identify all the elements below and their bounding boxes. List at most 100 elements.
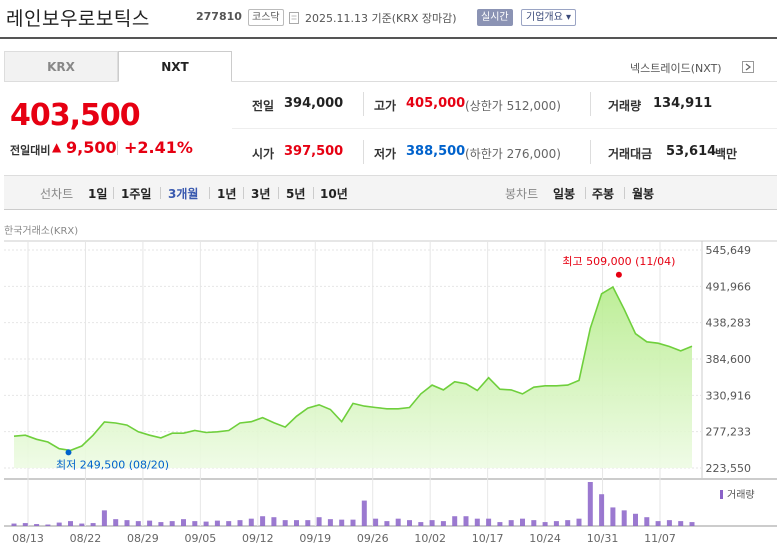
volume-bar [90, 523, 96, 526]
volume-bar [316, 517, 322, 526]
prev-close-label: 전일 [252, 99, 275, 113]
volume-bar [361, 500, 367, 526]
volume-bar [531, 520, 537, 526]
volume-bar [486, 518, 492, 526]
volume-label: 거래량 [608, 99, 642, 113]
period-divider [585, 187, 586, 199]
volume-bar [226, 521, 232, 526]
volume-bar [655, 521, 661, 526]
candle-daily[interactable]: 일봉 [553, 187, 576, 201]
x-tick-label: 09/19 [299, 532, 331, 545]
y-tick-label: 223,550 [706, 462, 752, 475]
x-tick-label: 11/07 [644, 532, 676, 545]
volume-bar [22, 523, 28, 526]
volume-bar [214, 520, 220, 526]
volume-bar [587, 482, 593, 526]
candle-weekly[interactable]: 주봉 [592, 187, 615, 201]
y-tick-label: 491,966 [706, 280, 752, 293]
stock-code: 277810 [196, 10, 242, 23]
period-10y[interactable]: 10년 [320, 187, 348, 201]
volume-bar [565, 520, 571, 526]
x-tick-label: 08/22 [70, 532, 102, 545]
candle-monthly[interactable]: 월봉 [632, 187, 655, 201]
volume-bar [101, 510, 107, 526]
volume-bar [373, 518, 379, 526]
y-tick-label: 330,916 [706, 389, 752, 402]
volume-bar [147, 520, 153, 526]
volume-bar [497, 522, 503, 526]
volume-bar [181, 519, 186, 526]
price-area [14, 287, 692, 468]
tab-krx[interactable]: KRX [4, 51, 118, 82]
company-overview-dropdown[interactable]: 기업개요 ▾ [521, 9, 576, 26]
lower-limit: (하한가 276,000) [465, 147, 561, 161]
volume-bar [305, 520, 311, 526]
upper-limit: (상한가 512,000) [465, 99, 561, 113]
volume-bar [463, 516, 469, 526]
period-divider [278, 187, 279, 199]
period-divider [113, 187, 114, 199]
nxt-link[interactable]: 넥스트레이드(NXT) [630, 62, 722, 75]
period-divider [624, 187, 625, 199]
period-1y[interactable]: 1년 [217, 187, 237, 201]
max-marker [615, 271, 622, 278]
price-chart[interactable]: 08/13 08/22 08/29 09/05 09/12 09/19 09/26 10/02… [0, 236, 777, 552]
period-divider [313, 187, 314, 199]
period-5y[interactable]: 5년 [286, 187, 306, 201]
y-tick-label: 545,649 [706, 244, 752, 257]
y-tick-label: 277,233 [706, 426, 752, 439]
volume-legend-label: 거래량 [727, 489, 755, 501]
prev-close-value: 394,000 [284, 96, 344, 111]
tab-nxt[interactable]: NXT [118, 51, 232, 82]
market-badge: 코스닥 [248, 9, 284, 26]
realtime-button[interactable]: 실시간 [477, 9, 513, 26]
open-value: 397,500 [284, 144, 344, 159]
volume-bar [576, 518, 582, 526]
volume-bar [418, 522, 424, 526]
volume-bar [384, 521, 390, 526]
volume-bar [621, 510, 627, 526]
x-tick-label: 09/05 [185, 532, 217, 545]
volume-bar [520, 518, 525, 526]
stats-divider [590, 92, 591, 116]
up-arrow-icon: ▲ [52, 140, 62, 154]
change-divider [117, 141, 118, 155]
volume-bar [124, 520, 130, 526]
stock-name: 레인보우로보틱스 [6, 8, 150, 30]
period-divider [243, 187, 244, 199]
period-1w[interactable]: 1주일 [121, 187, 152, 201]
period-3y[interactable]: 3년 [251, 187, 271, 201]
period-3m[interactable]: 3개월 [168, 187, 199, 201]
period-toolbar [4, 175, 777, 210]
volume-bar [192, 521, 198, 526]
low-label: 저가 [374, 147, 397, 161]
x-tick-label: 09/26 [357, 532, 389, 545]
change-percent: +2.41% [124, 138, 193, 157]
volume-bar [599, 494, 605, 526]
volume-legend-swatch [720, 490, 723, 499]
volume-bar [407, 520, 412, 526]
volume-bar [429, 520, 435, 526]
volume-bar [542, 522, 548, 526]
external-link-icon[interactable] [742, 61, 754, 73]
volume-bar [452, 516, 458, 526]
amount-unit: 백만 [715, 147, 738, 161]
volume-bar [260, 516, 266, 526]
volume-bar [56, 522, 62, 526]
volume-bar [135, 521, 141, 526]
volume-bar [79, 523, 85, 526]
volume-bar [45, 524, 51, 526]
high-label: 고가 [374, 99, 397, 113]
volume-bar [440, 521, 446, 526]
stats-divider [363, 92, 364, 116]
exchange-label: 한국거래소(KRX) [4, 226, 79, 237]
x-tick-label: 10/24 [529, 532, 561, 545]
volume-bar [350, 519, 356, 526]
y-tick-label: 438,283 [706, 317, 752, 330]
period-divider [209, 187, 210, 199]
volume-bar [610, 507, 616, 526]
volume-bar [395, 518, 401, 526]
volume-bar [666, 520, 672, 526]
open-label: 시가 [252, 147, 275, 161]
period-1d[interactable]: 1일 [88, 187, 108, 201]
